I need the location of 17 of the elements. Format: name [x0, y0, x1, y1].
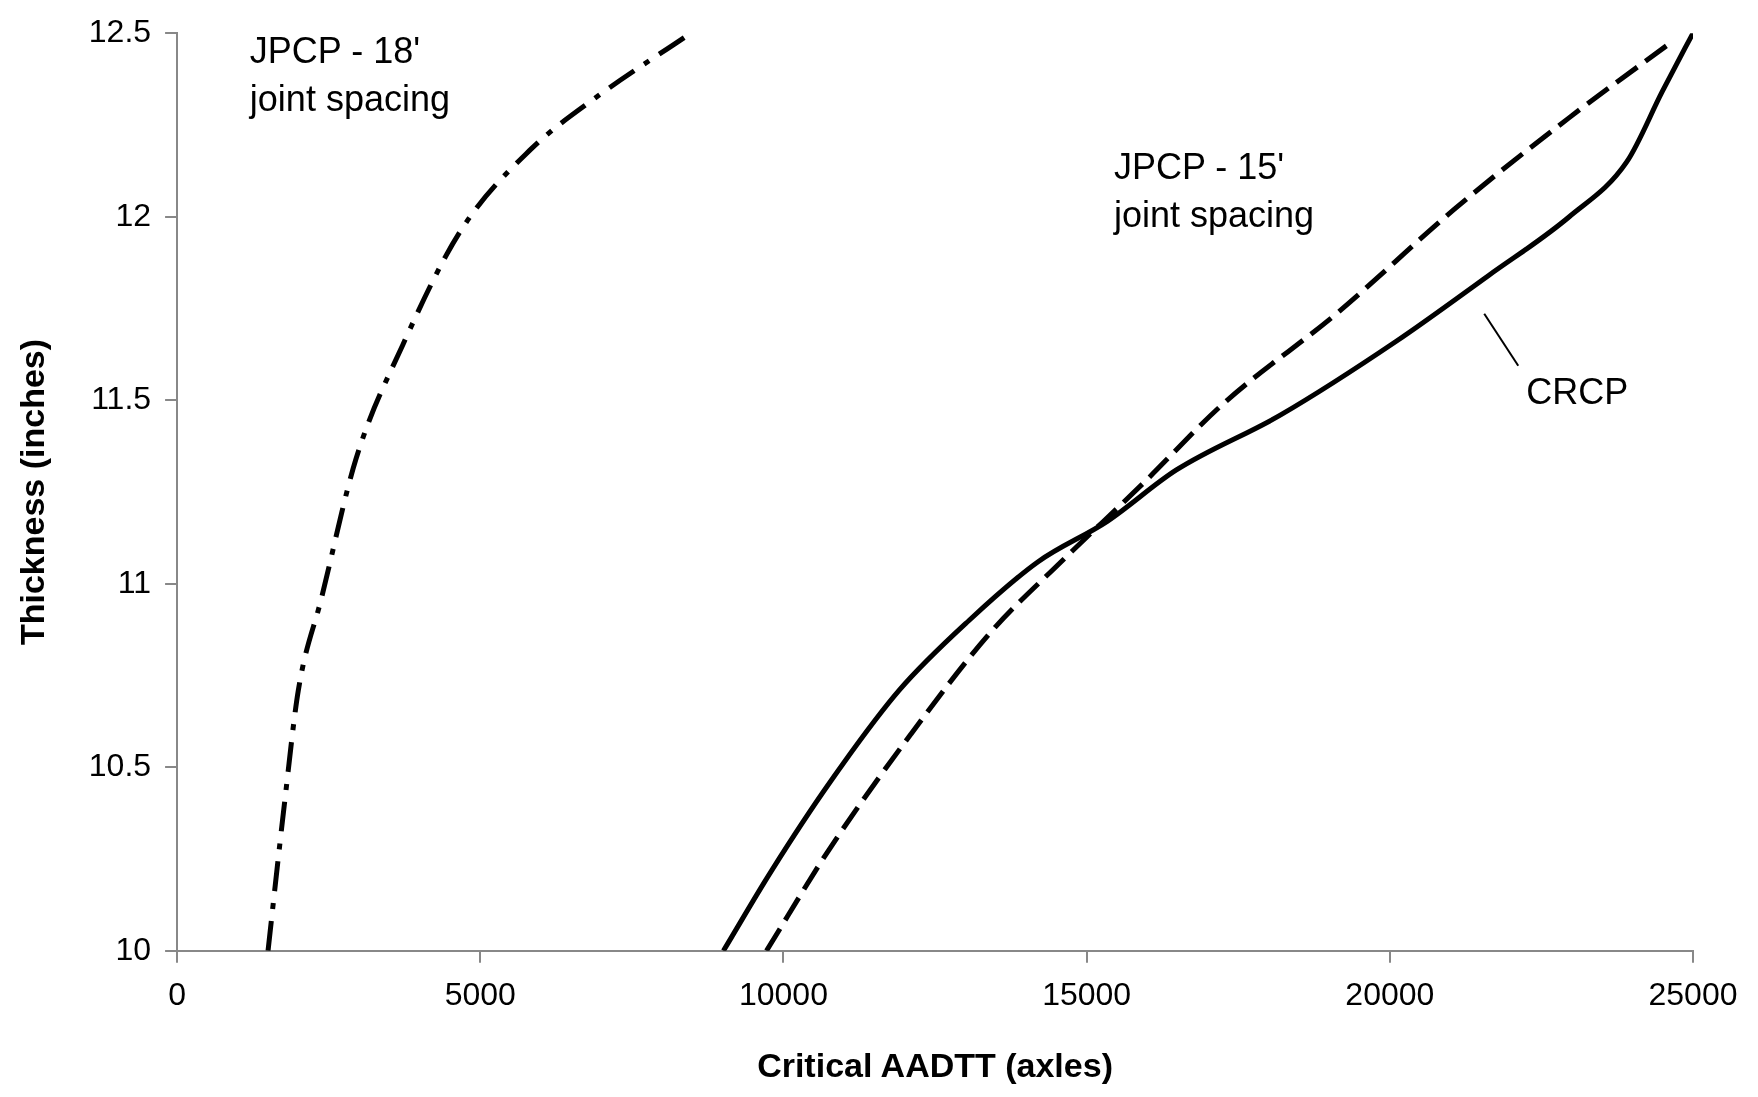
- annotation: JPCP - 18' joint spacing: [248, 30, 450, 120]
- x-tick-label: 25000: [1648, 975, 1738, 1012]
- y-tick-label: 12: [115, 196, 152, 233]
- annotation: JPCP - 15' joint spacing: [1112, 145, 1315, 235]
- y-tick-label: 11.5: [91, 380, 152, 417]
- annotation: CRCP: [1526, 370, 1629, 412]
- y-tick-label: 12.5: [88, 13, 152, 50]
- y-axis-title: Thickness (inches): [12, 338, 51, 646]
- x-tick-label: 10000: [738, 975, 828, 1012]
- x-tick-label: 0: [168, 975, 186, 1012]
- x-tick-label: 5000: [444, 975, 516, 1012]
- y-tick-label: 11: [117, 563, 152, 600]
- y-tick-label: 10.5: [88, 747, 152, 784]
- x-tick-label: 20000: [1345, 975, 1435, 1012]
- x-tick-label: 15000: [1042, 975, 1132, 1012]
- x-axis-title: Critical AADTT (axles): [757, 1045, 1113, 1084]
- y-tick-label: 10: [115, 930, 152, 967]
